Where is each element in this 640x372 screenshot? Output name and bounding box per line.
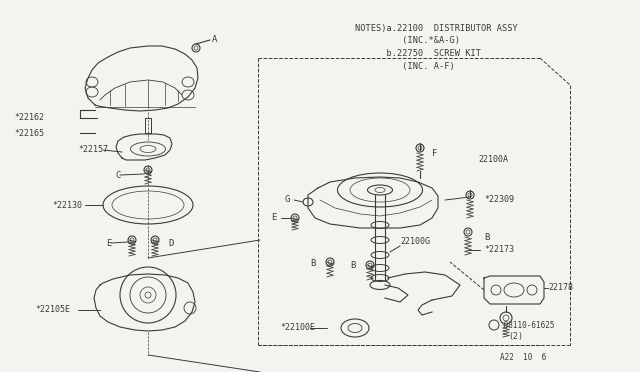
Text: (2): (2) (508, 333, 523, 341)
Text: *22309: *22309 (484, 196, 514, 205)
Text: 22100G: 22100G (400, 237, 430, 247)
Text: B: B (351, 262, 356, 270)
Text: D: D (168, 238, 173, 247)
Text: A: A (212, 35, 218, 45)
Text: E: E (106, 238, 111, 247)
Text: 22100A: 22100A (478, 155, 508, 164)
Text: *22100E: *22100E (280, 324, 315, 333)
Text: *22130: *22130 (52, 201, 82, 209)
Text: *22173: *22173 (484, 246, 514, 254)
Text: G: G (285, 196, 290, 205)
Text: B: B (484, 232, 490, 241)
Text: *22165: *22165 (14, 128, 44, 138)
Text: 08110-61625: 08110-61625 (499, 321, 554, 330)
Text: B: B (310, 259, 316, 267)
Text: F: F (432, 148, 437, 157)
Text: NOTES)a.22100  DISTRIBUTOR ASSY: NOTES)a.22100 DISTRIBUTOR ASSY (355, 23, 518, 32)
Text: *22157: *22157 (78, 145, 108, 154)
FancyBboxPatch shape (145, 118, 151, 133)
Text: C: C (115, 170, 120, 180)
Text: (INC. A-F): (INC. A-F) (355, 62, 455, 71)
Text: E: E (271, 214, 277, 222)
Text: b.22750  SCREW KIT: b.22750 SCREW KIT (355, 49, 481, 58)
Text: (INC.*&A-G): (INC.*&A-G) (355, 36, 460, 45)
Text: 22178: 22178 (548, 283, 573, 292)
Text: *22162: *22162 (14, 113, 44, 122)
Text: A22  10  6: A22 10 6 (500, 353, 547, 362)
Text: *22105E: *22105E (35, 305, 70, 314)
